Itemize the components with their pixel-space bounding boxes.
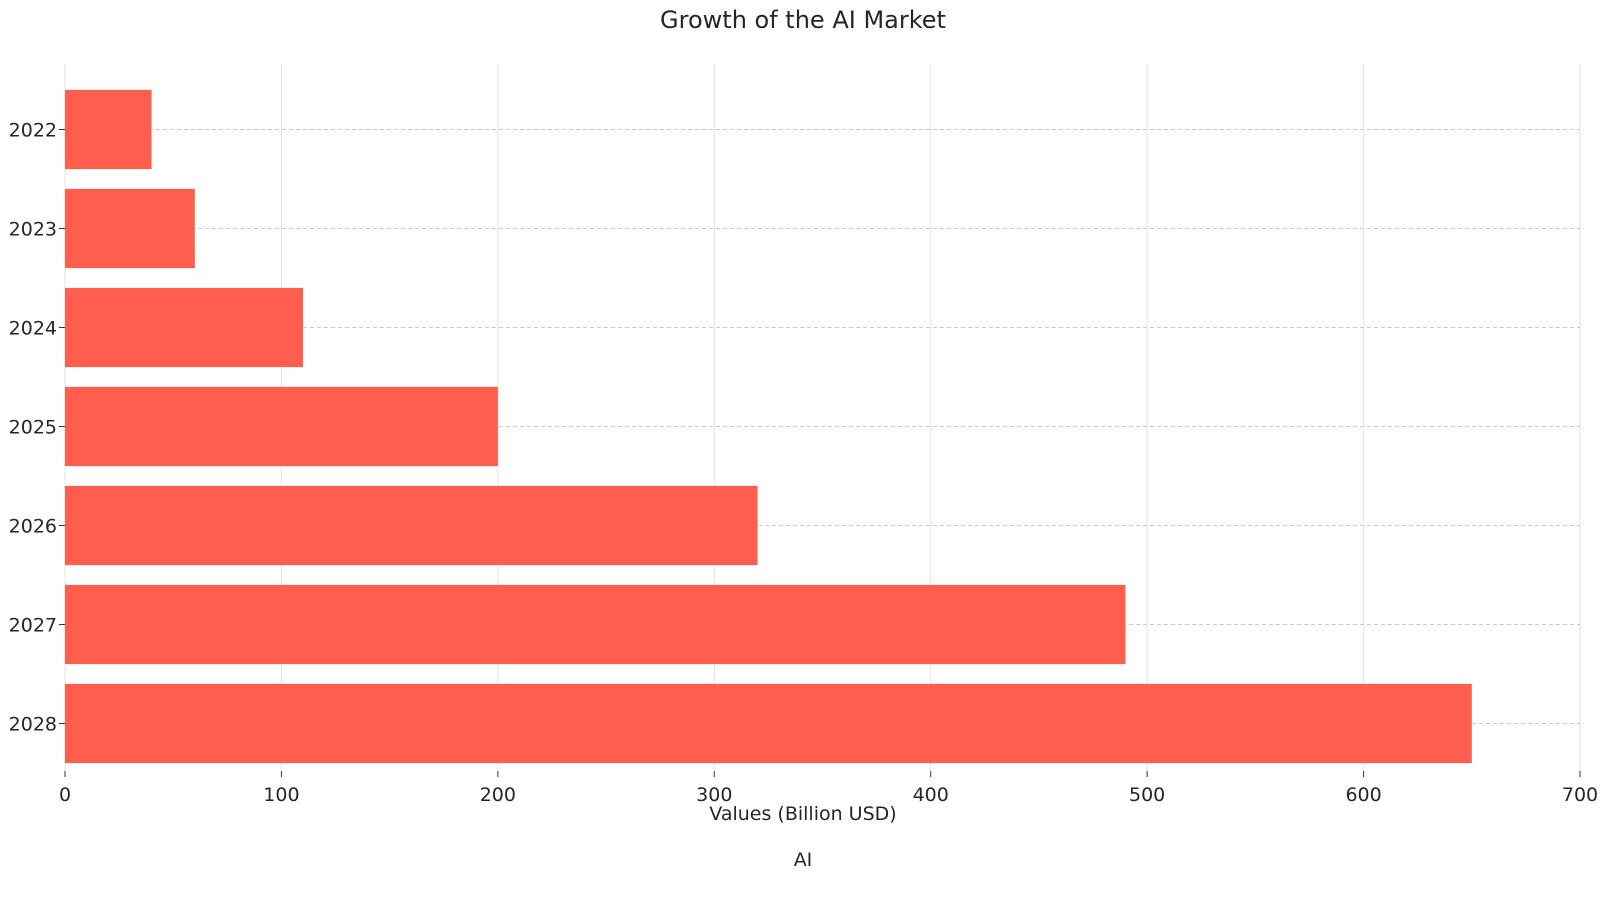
x-tick-label: 400 bbox=[913, 784, 949, 806]
x-tick-label: 100 bbox=[263, 784, 299, 806]
x-tick-label: 700 bbox=[1562, 784, 1598, 806]
x-tick-label: 200 bbox=[480, 784, 516, 806]
bar-2028 bbox=[65, 683, 1472, 764]
bar-2022 bbox=[65, 89, 152, 170]
bar-2024 bbox=[65, 287, 304, 368]
bar-2023 bbox=[65, 188, 195, 269]
bar-2025 bbox=[65, 386, 498, 467]
x-tick-label: 600 bbox=[1345, 784, 1381, 806]
y-tick-label: 2024 bbox=[9, 318, 57, 340]
x-tick-label: 0 bbox=[59, 784, 71, 806]
y-tick-label: 2025 bbox=[9, 417, 57, 439]
y-tick-label: 2027 bbox=[9, 615, 57, 637]
bar-2026 bbox=[65, 485, 758, 566]
legend-item: AI bbox=[794, 849, 813, 871]
chart-title: Growth of the AI Market bbox=[660, 6, 946, 34]
x-tick-label: 300 bbox=[696, 784, 732, 806]
y-axis: 2022 2023 2024 2025 2026 2027 2028 bbox=[9, 120, 65, 736]
bar-2027 bbox=[65, 584, 1126, 665]
y-tick-label: 2026 bbox=[9, 516, 57, 538]
y-tick-label: 2022 bbox=[9, 120, 57, 142]
bars bbox=[65, 89, 1472, 764]
x-tick-label: 500 bbox=[1129, 784, 1165, 806]
y-tick-label: 2028 bbox=[9, 714, 57, 736]
x-axis-label: Values (Billion USD) bbox=[709, 803, 896, 825]
y-tick-label: 2023 bbox=[9, 219, 57, 241]
x-axis: 0 100 200 300 400 500 600 700 bbox=[59, 771, 1598, 806]
